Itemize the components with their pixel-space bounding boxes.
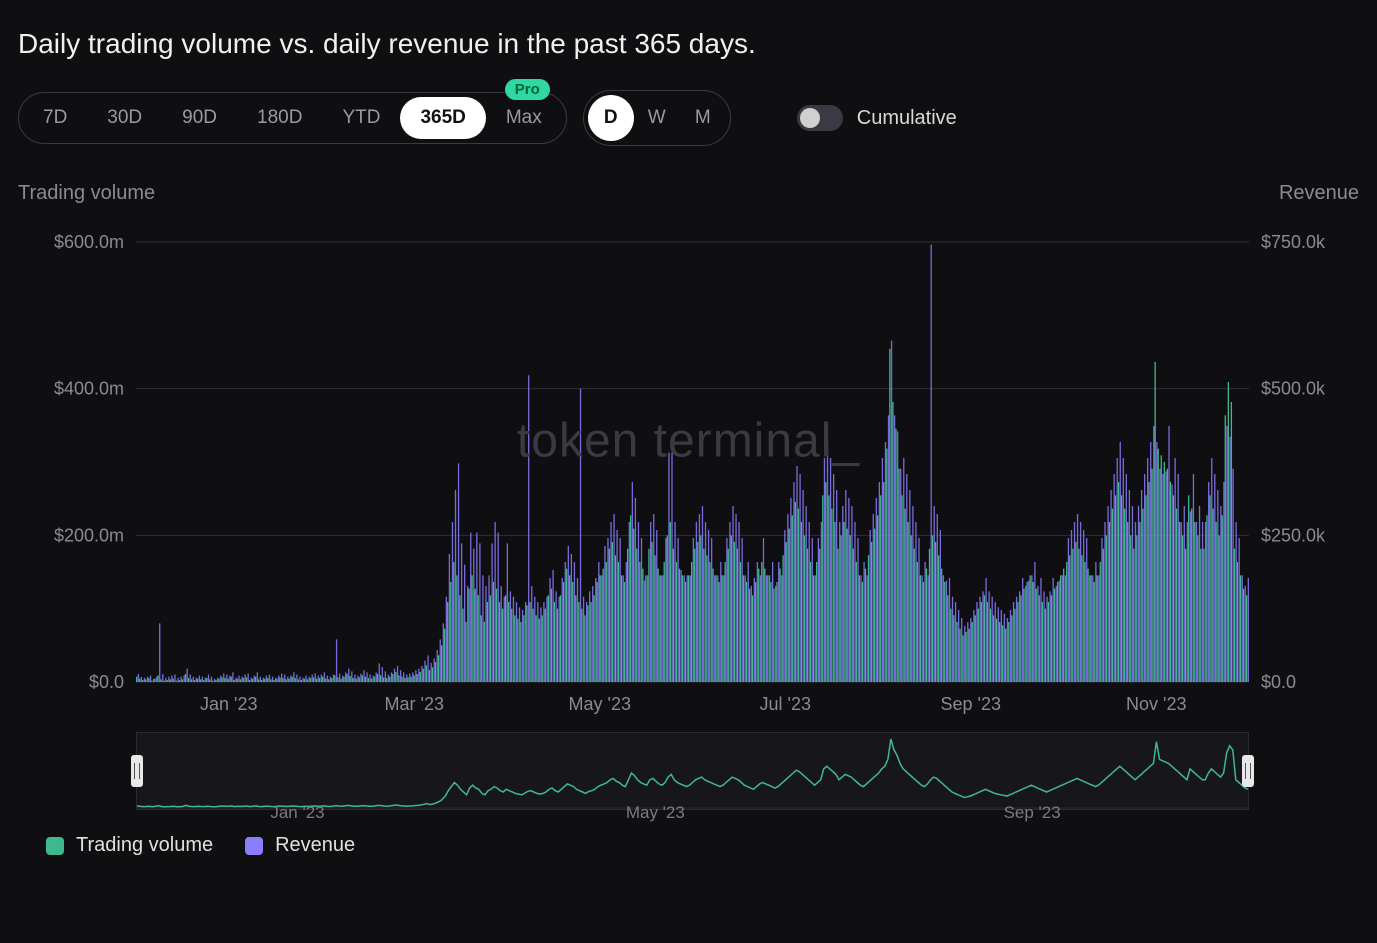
granularity-m[interactable]: M <box>680 95 726 141</box>
legend-item[interactable]: Revenue <box>245 834 355 857</box>
range-90d[interactable]: 90D <box>162 97 237 139</box>
svg-text:Jan '23: Jan '23 <box>200 694 257 714</box>
range-365d[interactable]: 365D <box>400 97 485 139</box>
legend: Trading volume Revenue <box>18 834 1359 857</box>
main-chart-area: Trading volume Revenue $0.0 $0.0 $200.0m $2… <box>18 182 1359 722</box>
legend-swatch <box>46 837 64 855</box>
svg-text:$750.0k: $750.0k <box>1261 232 1326 252</box>
granularity-selector: DWM <box>583 90 731 146</box>
brush-sparkline <box>137 733 1248 809</box>
legend-item[interactable]: Trading volume <box>46 834 213 857</box>
legend-swatch <box>245 837 263 855</box>
legend-label: Revenue <box>275 834 355 857</box>
time-brush[interactable]: Jan '23May '23Sep '23 <box>136 732 1249 810</box>
range-30d[interactable]: 30D <box>87 97 162 139</box>
cumulative-toggle[interactable] <box>797 105 843 131</box>
right-axis-title: Revenue <box>1279 182 1359 205</box>
main-bar-chart[interactable]: $0.0 $0.0 $200.0m $250.0k $400.0m $500.0k $600… <box>18 222 1359 722</box>
range-selector: Pro 7D30D90D180DYTD365DMax <box>18 92 567 144</box>
svg-text:$0.0: $0.0 <box>1261 672 1296 692</box>
brush-handle-left[interactable] <box>131 755 143 787</box>
controls-row: Pro 7D30D90D180DYTD365DMax DWM Cumulativ… <box>18 90 1359 146</box>
range-7d[interactable]: 7D <box>23 97 87 139</box>
svg-text:$400.0m: $400.0m <box>54 379 124 399</box>
range-max[interactable]: Max <box>486 97 562 139</box>
svg-text:May '23: May '23 <box>569 694 631 714</box>
svg-text:Sep '23: Sep '23 <box>941 694 1002 714</box>
svg-text:$250.0k: $250.0k <box>1261 525 1326 545</box>
svg-text:Mar '23: Mar '23 <box>385 694 444 714</box>
chart-title: Daily trading volume vs. daily revenue i… <box>18 28 1359 60</box>
range-180d[interactable]: 180D <box>237 97 322 139</box>
legend-label: Trading volume <box>76 834 213 857</box>
svg-text:$500.0k: $500.0k <box>1261 379 1326 399</box>
pro-badge: Pro <box>505 79 550 100</box>
svg-text:$600.0m: $600.0m <box>54 232 124 252</box>
range-ytd[interactable]: YTD <box>322 97 400 139</box>
svg-text:Nov '23: Nov '23 <box>1126 694 1186 714</box>
brush-handle-right[interactable] <box>1242 755 1254 787</box>
left-axis-title: Trading volume <box>18 182 155 205</box>
svg-text:$200.0m: $200.0m <box>54 525 124 545</box>
granularity-w[interactable]: W <box>634 95 680 141</box>
svg-text:$0.0: $0.0 <box>89 672 124 692</box>
svg-text:Jul '23: Jul '23 <box>760 694 811 714</box>
granularity-d[interactable]: D <box>588 95 634 141</box>
cumulative-label: Cumulative <box>857 107 957 130</box>
